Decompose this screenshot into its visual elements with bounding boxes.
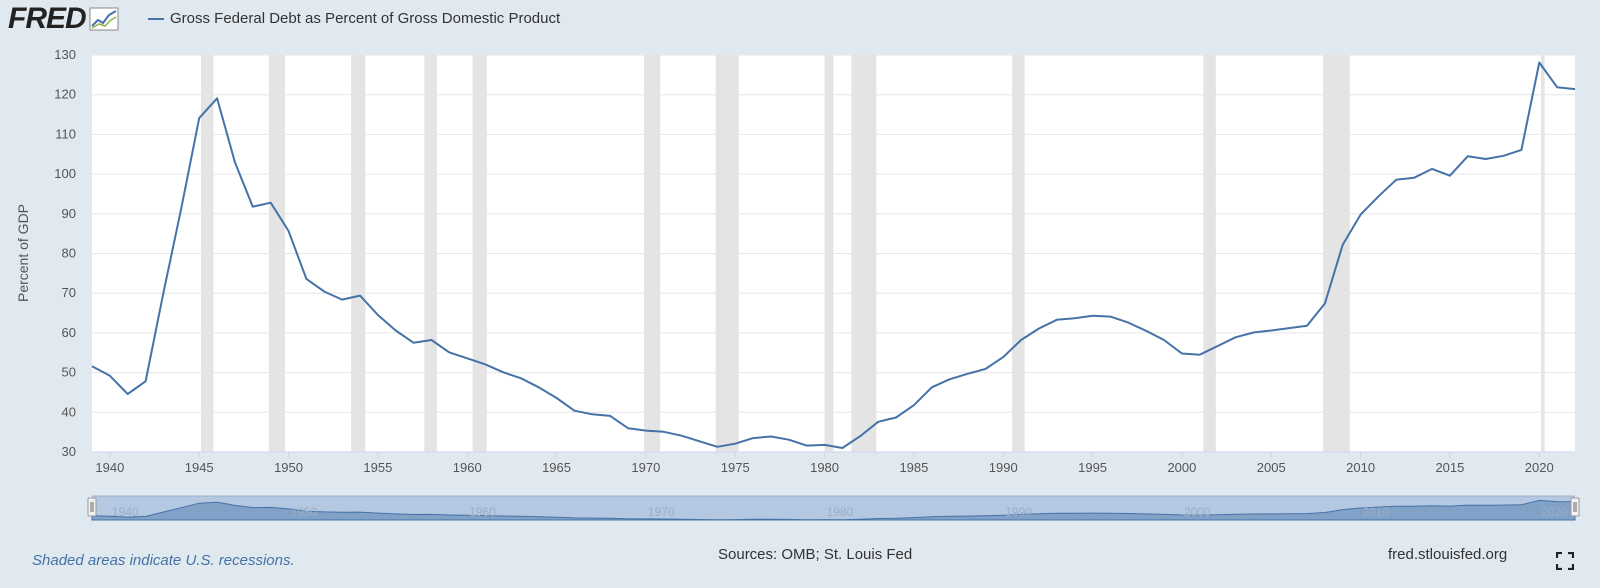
x-tick-label: 1985 (899, 460, 928, 475)
y-tick-label: 120 (54, 87, 76, 102)
x-axis-ticks: 1940 1945 1950 1955 1960 1965 1970 1975 1980 1985… (92, 451, 1575, 475)
x-tick-label: 1955 (363, 460, 392, 475)
x-tick-label: 2015 (1435, 460, 1464, 475)
fred-logo[interactable]: FRED (8, 2, 119, 35)
y-tick-label: 40 (62, 404, 76, 419)
y-tick-label: 110 (55, 126, 76, 141)
x-tick-label: 1980 (810, 460, 839, 475)
recession-note: Shaded areas indicate U.S. recessions. (32, 552, 295, 569)
navigator-tick-label: 1950 (291, 505, 318, 519)
x-tick-label: 1945 (185, 460, 214, 475)
chart-graph-icon (89, 7, 119, 31)
y-tick-label: 60 (62, 325, 76, 340)
navigator-left-handle[interactable] (87, 497, 97, 517)
fred-logo-text: FRED (8, 2, 87, 35)
x-tick-label: 1960 (453, 460, 482, 475)
navigator-tick-label: 1970 (648, 505, 675, 519)
x-tick-label: 1995 (1078, 460, 1107, 475)
x-tick-label: 2000 (1167, 460, 1196, 475)
y-axis-label: Percent of GDP (15, 204, 31, 302)
fred-url-link[interactable]: fred.stlouisfed.org (1388, 546, 1508, 563)
series-line (91, 61, 1576, 449)
y-tick-label: 80 (62, 246, 76, 261)
y-axis-ticks: 30 40 50 60 70 80 90 100 110 120 130 (54, 47, 76, 459)
x-tick-label: 2010 (1346, 460, 1375, 475)
x-tick-label: 2020 (1525, 460, 1554, 475)
chart-legend[interactable]: Gross Federal Debt as Percent of Gross D… (148, 10, 560, 27)
navigator-tick-label: 1990 (1005, 505, 1032, 519)
y-tick-label: 50 (62, 365, 76, 380)
x-tick-label: 1990 (989, 460, 1018, 475)
navigator-window (92, 496, 1575, 520)
navigator-tick-label: 1940 (112, 505, 139, 519)
x-tick-label: 1970 (631, 460, 660, 475)
y-tick-label: 90 (62, 206, 76, 221)
navigator-tick-label: 1980 (827, 505, 854, 519)
chart-header: FRED Gross Federal Debt as Percent of Gr… (0, 0, 1600, 40)
y-tick-label: 30 (62, 444, 76, 459)
x-tick-label: 1965 (542, 460, 571, 475)
legend-series-swatch (148, 17, 164, 20)
y-tick-label: 100 (54, 166, 76, 181)
fullscreen-icon[interactable] (1556, 552, 1574, 570)
x-tick-label: 1950 (274, 460, 303, 475)
x-tick-label: 1975 (721, 460, 750, 475)
navigator-tick-label: 2010 (1363, 505, 1390, 519)
y-tick-label: 130 (54, 47, 76, 62)
navigator-tick-label: 1960 (469, 505, 496, 519)
navigator-tick-label: 2000 (1184, 505, 1211, 519)
series-line-group (91, 61, 1576, 449)
y-tick-label: 70 (62, 285, 76, 300)
navigator[interactable]: 1940 1950 1960 1970 1980 1990 2000 2010 2020 (87, 495, 1580, 521)
navigator-tick-label: 2020 (1541, 505, 1568, 519)
x-tick-label: 2005 (1257, 460, 1286, 475)
legend-series-label: Gross Federal Debt as Percent of Gross D… (170, 10, 561, 27)
navigator-series-area (91, 499, 1576, 521)
navigator-right-handle[interactable] (1570, 497, 1580, 517)
sources-text: Sources: OMB; St. Louis Fed (718, 546, 913, 563)
x-tick-label: 1940 (95, 460, 124, 475)
